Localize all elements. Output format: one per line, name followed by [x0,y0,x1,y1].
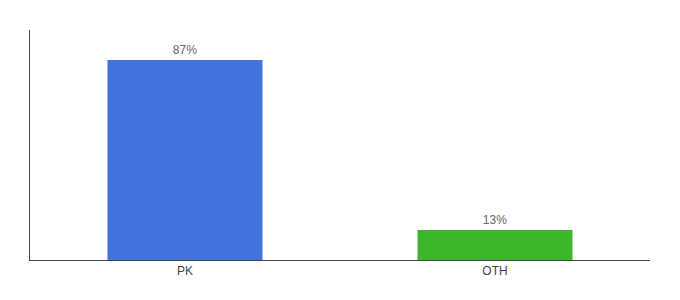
svg-text:PK: PK [177,264,193,278]
svg-text:87%: 87% [173,43,197,57]
svg-text:OTH: OTH [482,264,507,278]
svg-text:13%: 13% [483,213,507,227]
